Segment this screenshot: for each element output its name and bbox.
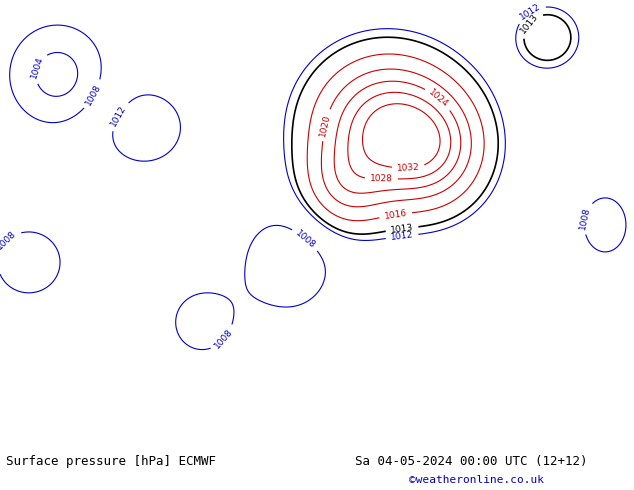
Text: 1004: 1004 bbox=[29, 55, 45, 80]
Text: 1012: 1012 bbox=[109, 104, 128, 128]
Text: 1024: 1024 bbox=[427, 88, 450, 109]
Text: 1008: 1008 bbox=[294, 228, 318, 250]
Text: 1016: 1016 bbox=[384, 209, 408, 221]
Text: ©weatheronline.co.uk: ©weatheronline.co.uk bbox=[409, 475, 544, 485]
Text: Surface pressure [hPa] ECMWF: Surface pressure [hPa] ECMWF bbox=[6, 455, 216, 468]
Text: Sa 04-05-2024 00:00 UTC (12+12): Sa 04-05-2024 00:00 UTC (12+12) bbox=[355, 455, 588, 468]
Text: 1032: 1032 bbox=[397, 163, 420, 173]
Text: 1008: 1008 bbox=[0, 229, 18, 252]
Text: 1012: 1012 bbox=[518, 2, 542, 22]
Text: 1008: 1008 bbox=[578, 206, 592, 230]
Text: 1013: 1013 bbox=[390, 223, 414, 235]
Text: 1008: 1008 bbox=[213, 327, 235, 350]
Text: 1012: 1012 bbox=[390, 230, 414, 242]
Text: 1008: 1008 bbox=[84, 82, 103, 107]
Text: 1028: 1028 bbox=[370, 174, 393, 183]
Text: 1020: 1020 bbox=[318, 113, 332, 137]
Text: 1013: 1013 bbox=[519, 12, 540, 35]
